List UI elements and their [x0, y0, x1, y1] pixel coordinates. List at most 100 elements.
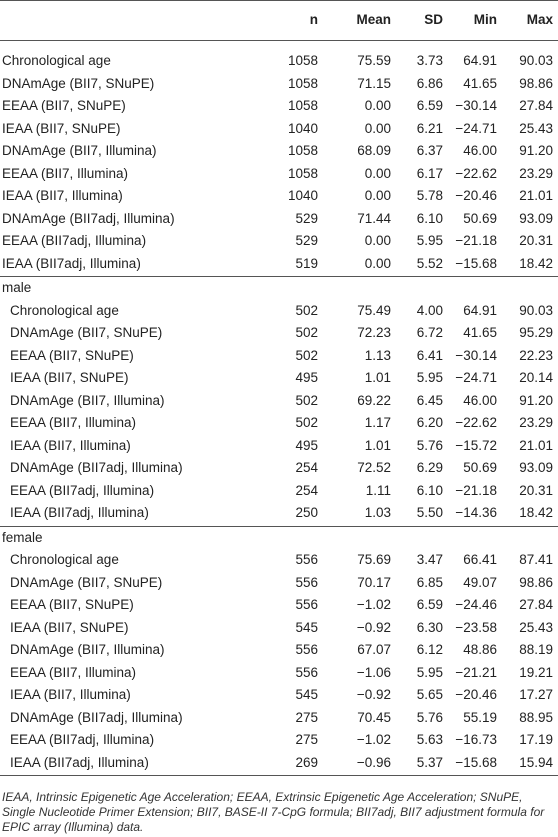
cell-value: 502: [295, 302, 318, 318]
cell-value: 556: [295, 642, 318, 657]
cell-value: 6.20: [416, 415, 443, 430]
cell-value: 254: [295, 482, 318, 498]
row-label: DNAmAge (BII7, Illumina): [2, 143, 157, 158]
column-header: SD: [424, 12, 443, 27]
cell-value: 1058: [287, 98, 318, 113]
cell-value: 495: [295, 370, 318, 385]
cell-value: 71.44: [357, 210, 391, 226]
cell-value: 75.49: [357, 302, 391, 318]
cell-value: −23.58: [455, 619, 497, 635]
cell-value: 6.10: [416, 210, 443, 226]
section-label: male: [2, 280, 32, 295]
cell-value: −1.06: [356, 664, 391, 680]
cell-value: 556: [295, 574, 318, 590]
cell-value: 5.78: [416, 188, 443, 203]
cell-value: 6.12: [416, 642, 443, 657]
cell-value: 556: [295, 597, 318, 612]
row-label: IEAA (BII7adj, Illumina): [10, 505, 149, 520]
cell-value: 49.07: [463, 574, 497, 590]
cell-value: 5.37: [416, 754, 443, 770]
cell-value: 55.19: [463, 709, 497, 725]
cell-value: 5.65: [416, 687, 443, 702]
row-label: DNAmAge (BII7adj, Illumina): [2, 210, 175, 226]
cell-value: −0.96: [356, 754, 391, 770]
cell-value: 72.23: [357, 325, 391, 340]
cell-value: 21.01: [519, 437, 553, 453]
cell-value: 23.29: [519, 415, 553, 430]
cell-value: 5.76: [416, 709, 443, 725]
cell-value: 1.01: [364, 370, 391, 385]
cell-value: 6.59: [416, 597, 443, 612]
row-label: EEAA (BII7, Illumina): [10, 415, 137, 430]
cell-value: 95.29: [519, 325, 553, 340]
cell-value: 556: [295, 664, 318, 680]
row-label: DNAmAge (BII7, SNuPE): [10, 574, 163, 590]
cell-value: −22.62: [455, 415, 497, 430]
row-label: EEAA (BII7, SNuPE): [2, 98, 126, 113]
cell-value: −0.92: [356, 619, 391, 635]
cell-value: 90.03: [519, 302, 553, 318]
row-label: DNAmAge (BII7, SNuPE): [2, 75, 155, 91]
cell-value: 254: [295, 460, 318, 475]
cell-value: 25.43: [519, 120, 553, 136]
cell-value: 545: [295, 687, 318, 702]
cell-value: 6.72: [416, 325, 443, 340]
cell-value: 6.17: [416, 165, 443, 181]
cell-value: 519: [295, 255, 318, 271]
cell-value: 93.09: [519, 460, 553, 475]
row-label: EEAA (BII7, SNuPE): [10, 597, 134, 612]
row-label: IEAA (BII7, SNuPE): [2, 120, 121, 136]
cell-value: 0.00: [364, 233, 391, 248]
cell-value: −21.21: [455, 664, 497, 680]
cell-value: −21.18: [455, 482, 497, 498]
cell-value: 88.95: [519, 709, 553, 725]
cell-value: 68.09: [357, 143, 391, 158]
cell-value: 21.01: [519, 188, 553, 203]
row-label: EEAA (BII7adj, Illumina): [10, 482, 155, 498]
cell-value: 67.07: [357, 642, 391, 657]
row-label: EEAA (BII7, Illumina): [2, 165, 129, 181]
rule: [0, 525, 558, 527]
rule: [0, 40, 558, 41]
cell-value: 529: [295, 210, 318, 226]
cell-value: 50.69: [463, 210, 497, 226]
row-label: IEAA (BII7, SNuPE): [10, 619, 129, 635]
cell-value: −24.46: [455, 597, 497, 612]
row-label: EEAA (BII7adj, Illumina): [10, 732, 155, 747]
rule: [0, 775, 558, 776]
row-label: Chronological age: [2, 53, 111, 68]
cell-value: 1058: [287, 165, 318, 181]
cell-value: 50.69: [463, 460, 497, 475]
cell-value: 556: [295, 552, 318, 567]
row-label: EEAA (BII7, Illumina): [10, 664, 137, 680]
cell-value: 18.42: [519, 255, 553, 271]
cell-value: −30.14: [455, 98, 497, 113]
cell-value: 0.00: [364, 255, 391, 271]
column-header: Max: [526, 12, 553, 27]
cell-value: −22.62: [455, 165, 497, 181]
cell-value: −20.46: [455, 188, 497, 203]
cell-value: −14.36: [455, 505, 497, 520]
cell-value: −0.92: [356, 687, 391, 702]
cell-value: 70.17: [357, 574, 391, 590]
row-label: DNAmAge (BII7adj, Illumina): [10, 460, 183, 475]
cell-value: −20.46: [455, 687, 497, 702]
cell-value: 502: [295, 392, 318, 408]
cell-value: 6.10: [416, 482, 443, 498]
cell-value: 1040: [287, 120, 318, 136]
cell-value: 48.86: [463, 642, 497, 657]
cell-value: 1040: [287, 188, 318, 203]
cell-value: 6.86: [416, 75, 443, 91]
row-label: DNAmAge (BII7, Illumina): [10, 642, 165, 657]
cell-value: 90.03: [519, 53, 553, 68]
cell-value: 5.95: [416, 664, 443, 680]
cell-value: 0.00: [364, 188, 391, 203]
rule: [0, 276, 558, 277]
cell-value: −15.68: [455, 754, 497, 770]
cell-value: 23.29: [519, 165, 553, 181]
footnote: IEAA, Intrinsic Epigenetic Age Accelerat…: [2, 790, 545, 834]
cell-value: 18.42: [519, 505, 553, 520]
cell-value: 275: [295, 709, 318, 725]
cell-value: 17.27: [519, 687, 553, 702]
row-label: IEAA (BII7adj, Illumina): [10, 754, 149, 770]
